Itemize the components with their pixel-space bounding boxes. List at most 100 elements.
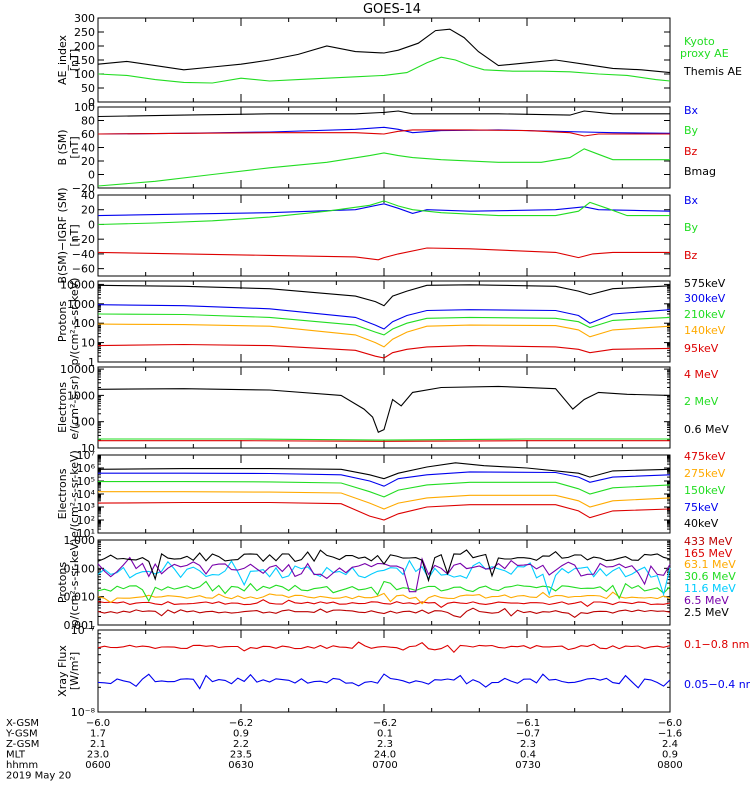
y-tick-label: 10000 xyxy=(60,363,95,376)
panel-frame xyxy=(97,366,671,449)
y-axis-label: p/(cm²-s-sr-keV) xyxy=(68,278,81,366)
legend-label: proxy AE xyxy=(680,47,729,60)
legend-label: 11.6 MeV xyxy=(684,582,736,595)
series-line-275keV xyxy=(98,491,671,510)
panel-4: 10 100 1000 10000 Electrons e/(cm²-s-sr) 4 MeV… xyxy=(56,363,729,455)
legend-label: Bx xyxy=(684,194,699,207)
y-tick-label: 0.001 xyxy=(64,619,96,632)
footer-value: 0.4 xyxy=(520,750,536,761)
series-line-Bx xyxy=(97,203,671,217)
series-line-150keV xyxy=(98,481,671,498)
legend-label: Themis AE xyxy=(683,65,742,78)
footer-value: −6.1 xyxy=(516,718,540,729)
footer-value: 23.0 xyxy=(87,750,109,761)
legend-label: 63.1 MeV xyxy=(684,558,736,571)
legend-label: 0.1−0.8 nm xyxy=(684,638,749,651)
legend-label: By xyxy=(684,221,699,234)
y-tick-label: 100 xyxy=(74,101,95,114)
y-tick-label: 10 xyxy=(81,337,95,350)
y-tick-label: 250 xyxy=(74,26,95,39)
footer-value: 0.9 xyxy=(662,750,678,761)
y-tick-label: 1.000 xyxy=(64,534,96,547)
footer-value: 0.1 xyxy=(377,729,393,740)
y-axis-label: B(SM)−IGRF (SM) xyxy=(56,187,69,283)
y-tick-label: −20 xyxy=(72,182,95,195)
footer-value: −6.0 xyxy=(658,718,682,729)
y-tick-label: 0.010 xyxy=(64,591,96,604)
series-line-Bz xyxy=(97,247,670,261)
y-tick-label: 10⁵ xyxy=(77,475,95,488)
series-line-140keV xyxy=(97,323,671,348)
footer-value: 0600 xyxy=(85,760,110,771)
legend-label: Kyoto xyxy=(684,35,715,48)
y-tick-label: 10⁴ xyxy=(77,488,96,501)
footer-value: −6.2 xyxy=(373,718,397,729)
y-tick-label: 60 xyxy=(81,128,95,141)
series-line-By xyxy=(97,200,670,226)
legend-label: 575keV xyxy=(684,277,726,290)
footer-value: 0730 xyxy=(515,760,540,771)
series-line-0-05-0-4-nm xyxy=(97,673,671,690)
y-tick-label: 20 xyxy=(81,204,95,217)
y-tick-label: 20 xyxy=(81,155,95,168)
y-tick-label: 0 xyxy=(88,218,95,231)
legend-label: 2 MeV xyxy=(684,395,719,408)
y-tick-label: 100 xyxy=(74,68,95,81)
footer-value: 1.7 xyxy=(90,729,106,740)
series-line-Kyoto xyxy=(97,56,671,84)
legend-label: 140keV xyxy=(684,324,726,337)
series-line-11-6-MeV xyxy=(97,559,671,597)
series-line-165-MeV xyxy=(97,599,671,608)
y-axis-label: Electrons xyxy=(56,468,69,519)
y-axis-label: p/(cm²-s-sr-keV) xyxy=(68,539,81,627)
y-tick-label: 10000 xyxy=(60,278,95,291)
y-tick-label: 40 xyxy=(81,189,95,202)
y-tick-label: 1000 xyxy=(67,389,95,402)
footer-value: 2.2 xyxy=(233,739,249,750)
y-tick-label: −40 xyxy=(72,248,95,261)
footer-value: 0.9 xyxy=(233,729,249,740)
y-tick-label: 10⁻⁸ xyxy=(71,706,96,719)
y-axis-label: AE_index xyxy=(56,34,69,85)
y-tick-label: 1 xyxy=(88,356,95,369)
y-tick-label: 10³ xyxy=(77,501,95,514)
panel-3: 1 10 100 1000 10000 Protons p/(cm²-s-sr-keV) 57… xyxy=(56,277,726,369)
chart-title: GOES-14 xyxy=(363,2,421,17)
legend-label: 433 MeV xyxy=(684,535,733,548)
panel-2: −60 −40 −20 020 40 B(SM)−IGRF (SM) [nT] Bx By Bz xyxy=(56,187,699,283)
legend-label: 150keV xyxy=(684,484,726,497)
footer-value: 23.5 xyxy=(230,750,252,761)
panel-frame xyxy=(97,106,671,189)
footer-value: 2.3 xyxy=(377,739,393,750)
y-axis-label: [nT] xyxy=(68,136,81,158)
legend-label: 165 MeV xyxy=(684,547,733,560)
series-line-575keV xyxy=(97,284,671,307)
series-line-63-1-MeV xyxy=(97,591,671,605)
footer-value: 2.1 xyxy=(90,739,106,750)
footer-row-label: Z-GSM xyxy=(6,739,39,750)
y-tick-label: 300 xyxy=(74,12,95,25)
footer-date: 2019 May 20 xyxy=(6,771,71,782)
panel-frame xyxy=(97,454,671,534)
legend-label: 95keV xyxy=(684,342,719,355)
y-tick-label: 0 xyxy=(88,169,95,182)
footer-value: 24.0 xyxy=(374,750,396,761)
legend-label: 0.05−0.4 nm xyxy=(684,678,750,691)
footer-value: 0700 xyxy=(372,760,397,771)
legend-label: 2.5 MeV xyxy=(684,606,729,619)
y-tick-label: 0 xyxy=(88,96,95,109)
footer-value: 2.4 xyxy=(662,739,678,750)
legend-label: Bz xyxy=(684,249,698,262)
series-line-210keV xyxy=(97,313,671,336)
footer-value: −6.2 xyxy=(229,718,253,729)
y-axis-label: e/(cm²-s-sr-keV) xyxy=(68,450,81,538)
y-axis-label: [nT] xyxy=(68,224,81,246)
footer-value: 0800 xyxy=(657,760,682,771)
panel-frame xyxy=(97,17,671,103)
legend-label: Bz xyxy=(684,145,698,158)
y-tick-label: 0.100 xyxy=(64,562,96,575)
